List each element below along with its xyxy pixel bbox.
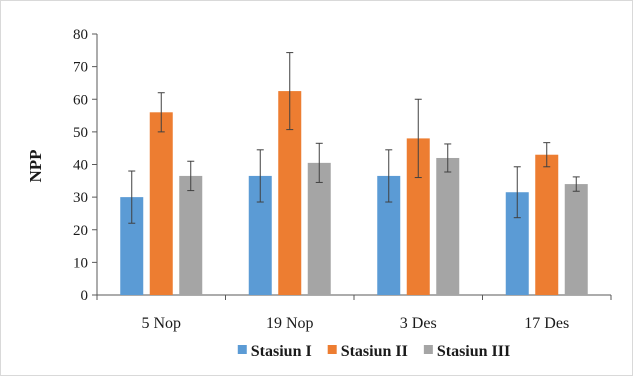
x-tick-label: 19 Nop (266, 315, 314, 332)
legend-item: Stasiun II (328, 343, 408, 360)
legend-label: Stasiun II (341, 343, 408, 360)
plot-area: 0 10 20 30 40 50 60 70 80 5 Nop 19 Nop 3 Des 17 Des (73, 27, 611, 332)
x-tick-label: 17 Des (524, 315, 569, 332)
y-tick-label: 40 (73, 158, 88, 174)
legend-item: Stasiun III (424, 343, 510, 360)
bar (535, 155, 558, 295)
x-tick-label: 3 Des (400, 315, 437, 332)
legend-item: Stasiun I (238, 343, 312, 360)
y-tick-label: 60 (73, 92, 88, 108)
y-tick-label: 10 (73, 255, 88, 271)
bar (150, 112, 173, 295)
legend-swatch (328, 345, 337, 354)
x-tick-label: 5 Nop (141, 315, 181, 332)
legend-swatch (238, 345, 247, 354)
y-axis-title: NPP (26, 149, 45, 182)
legend-label: Stasiun III (437, 343, 510, 360)
legend-label: Stasiun I (251, 343, 312, 360)
y-tick-label: 20 (73, 223, 88, 239)
legend: Stasiun I Stasiun II Stasiun III (238, 343, 510, 360)
legend-swatch (424, 345, 433, 354)
bar (179, 176, 202, 295)
bar (436, 158, 459, 295)
y-tick-label: 80 (73, 27, 88, 43)
y-tick-label: 70 (73, 60, 88, 76)
y-tick-label: 50 (73, 125, 88, 141)
y-tick-label: 0 (81, 288, 89, 304)
bar (565, 184, 588, 295)
y-tick-label: 30 (73, 190, 88, 206)
